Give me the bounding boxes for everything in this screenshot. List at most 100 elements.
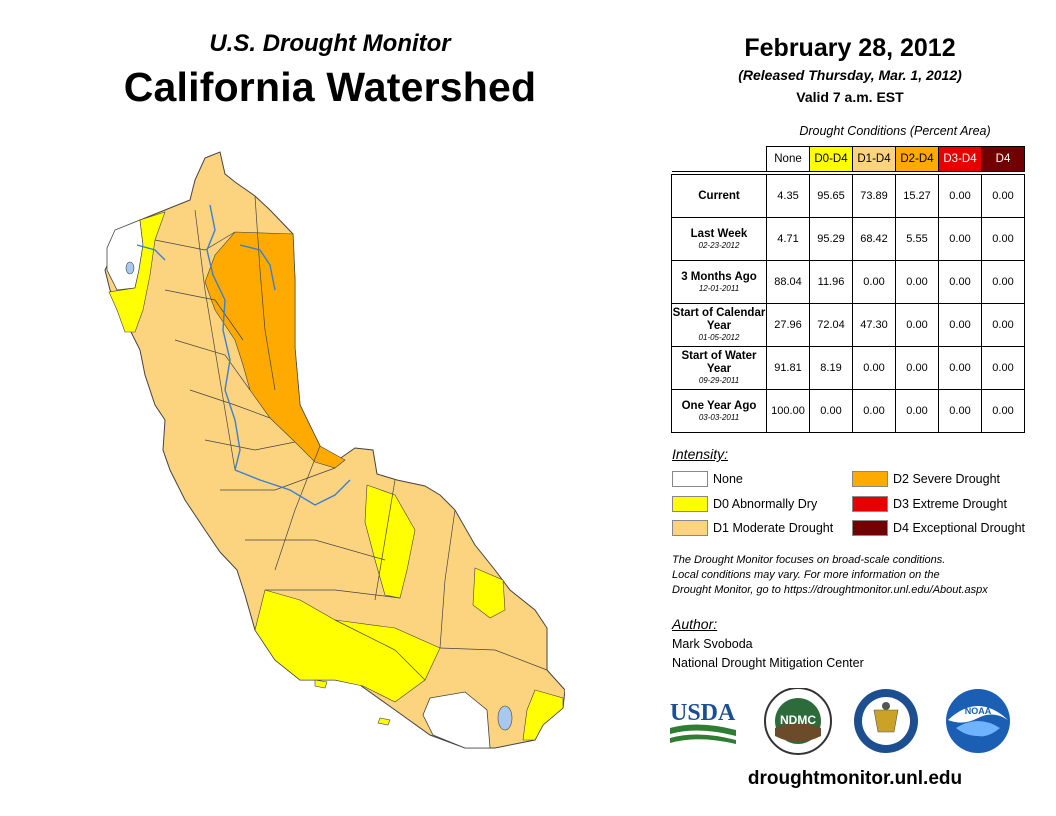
- cell-d0-d4: 11.96: [809, 260, 853, 304]
- valid-time: Valid 7 a.m. EST: [796, 89, 904, 105]
- table-row: 3 Months Ago 12-01-2011 88.04 11.96 0.00 …: [671, 260, 1025, 304]
- cell-d0-d4: 8.19: [809, 346, 853, 390]
- table-row: Start of Calendar Year 01-05-2012 27.96 7…: [671, 303, 1025, 347]
- legend-title: Intensity:: [672, 446, 729, 462]
- cell-d1-d4: 73.89: [852, 174, 896, 218]
- legend-d2: D2 Severe Drought: [852, 471, 1000, 487]
- cell-d4: 0.00: [981, 174, 1025, 218]
- map-date: February 28, 2012: [744, 34, 956, 62]
- none-south-coast: [422, 691, 491, 749]
- cell-d1-d4: 0.00: [852, 260, 896, 304]
- cell-d3-d4: 0.00: [938, 174, 982, 218]
- cell-d3-d4: 0.00: [938, 346, 982, 390]
- cell-d4: 0.00: [981, 389, 1025, 433]
- rivers: [136, 204, 351, 506]
- drought-conditions-table: None D0-D4 D1-D4 D2-D4 D3-D4 D4 Current …: [671, 146, 1025, 433]
- author-name: Mark Svoboda: [672, 637, 753, 651]
- watershed-boundaries: [154, 195, 548, 681]
- cell-d3-d4: 0.00: [938, 303, 982, 347]
- legend-label: D2 Severe Drought: [893, 472, 1001, 486]
- cell-d3-d4: 0.00: [938, 217, 982, 261]
- note-line: Local conditions may vary. For more info…: [672, 569, 940, 581]
- swatch-none: [672, 471, 708, 487]
- table-row: Start of Water Year 09-29-2011 91.81 8.19…: [671, 346, 1025, 390]
- author-org: National Drought Mitigation Center: [672, 656, 864, 670]
- header-blank: [671, 146, 767, 172]
- legend-label: D3 Extreme Drought: [893, 497, 1007, 511]
- lake-salton: [497, 705, 513, 731]
- legend-d3: D3 Extreme Drought: [852, 496, 1007, 512]
- col-header-d4: D4: [981, 146, 1025, 172]
- cell-d1-d4: 0.00: [852, 389, 896, 433]
- cell-none: 4.35: [766, 174, 810, 218]
- ndmc-logo: NDMC: [764, 688, 832, 755]
- cell-d2-d4: 0.00: [895, 260, 939, 304]
- table-row: Current 4.35 95.65 73.89 15.27 0.00 0.00: [671, 174, 1025, 218]
- legend-label: None: [713, 472, 743, 486]
- row-label: 3 Months Ago 12-01-2011: [671, 260, 767, 304]
- cell-d2-d4: 15.27: [895, 174, 939, 218]
- cell-d4: 0.00: [981, 303, 1025, 347]
- d0-east-desert: [472, 567, 506, 619]
- cell-d4: 0.00: [981, 346, 1025, 390]
- cell-none: 100.00: [766, 389, 810, 433]
- california-drought-map: [104, 151, 565, 749]
- noaa-logo: NOAA: [946, 689, 1010, 753]
- row-label: Last Week 02-23-2012: [671, 217, 767, 261]
- legend-label: D0 Abnormally Dry: [713, 497, 818, 511]
- cell-d2-d4: 0.00: [895, 303, 939, 347]
- footer-url[interactable]: droughtmonitor.unl.edu: [747, 768, 963, 789]
- swatch-d3: [852, 496, 888, 512]
- row-label: Start of Water Year 09-29-2011: [671, 346, 767, 390]
- legend-d1: D1 Moderate Drought: [672, 520, 833, 536]
- map-subtitle: U.S. Drought Monitor: [209, 30, 451, 57]
- swatch-d1: [672, 520, 708, 536]
- cell-d0-d4: 95.29: [809, 217, 853, 261]
- cell-d0-d4: 95.65: [809, 174, 853, 218]
- release-date: (Released Thursday, Mar. 1, 2012): [738, 67, 962, 83]
- cell-d2-d4: 0.00: [895, 389, 939, 433]
- cell-d1-d4: 68.42: [852, 217, 896, 261]
- cell-d0-d4: 72.04: [809, 303, 853, 347]
- d0-southeast: [522, 689, 564, 741]
- lake-north: [125, 261, 135, 275]
- row-label: Start of Calendar Year 01-05-2012: [671, 303, 767, 347]
- svg-text:NDMC: NDMC: [780, 713, 816, 727]
- cell-d3-d4: 0.00: [938, 260, 982, 304]
- cell-none: 27.96: [766, 303, 810, 347]
- cell-d0-d4: 0.00: [809, 389, 853, 433]
- cell-d1-d4: 47.30: [852, 303, 896, 347]
- col-header-d2-d4: D2-D4: [895, 146, 939, 172]
- island-1: [314, 679, 328, 689]
- author-heading: Author:: [672, 616, 718, 632]
- row-label: One Year Ago 03-03-2011: [671, 389, 767, 433]
- cell-none: 4.71: [766, 217, 810, 261]
- swatch-d4: [852, 520, 888, 536]
- disclaimer-note: The Drought Monitor focuses on broad-sca…: [672, 553, 1042, 598]
- cell-d4: 0.00: [981, 217, 1025, 261]
- swatch-d2: [852, 471, 888, 487]
- cell-d2-d4: 5.55: [895, 217, 939, 261]
- legend-none: None: [672, 471, 743, 487]
- note-line: Drought Monitor, go to https://droughtmo…: [672, 584, 988, 596]
- conditions-title: Drought Conditions (Percent Area): [799, 124, 991, 138]
- col-header-d3-d4: D3-D4: [938, 146, 982, 172]
- cell-d1-d4: 0.00: [852, 346, 896, 390]
- col-header-none: None: [766, 146, 810, 172]
- table-row: Last Week 02-23-2012 4.71 95.29 68.42 5.5…: [671, 217, 1025, 261]
- cell-d4: 0.00: [981, 260, 1025, 304]
- legend-d0: D0 Abnormally Dry: [672, 496, 817, 512]
- cell-d2-d4: 0.00: [895, 346, 939, 390]
- legend-d4: D4 Exceptional Drought: [852, 520, 1025, 536]
- row-label: Current: [671, 174, 767, 218]
- svg-text:NOAA: NOAA: [965, 706, 992, 716]
- usda-logo: USDA: [670, 700, 736, 744]
- col-header-d1-d4: D1-D4: [852, 146, 896, 172]
- map-title: California Watershed: [123, 64, 537, 110]
- table-row: One Year Ago 03-03-2011 100.00 0.00 0.00 …: [671, 389, 1025, 433]
- cell-none: 88.04: [766, 260, 810, 304]
- legend-label: D4 Exceptional Drought: [893, 521, 1026, 535]
- table-header-row: None D0-D4 D1-D4 D2-D4 D3-D4 D4: [671, 146, 1025, 172]
- cell-none: 91.81: [766, 346, 810, 390]
- legend-label: D1 Moderate Drought: [713, 521, 834, 535]
